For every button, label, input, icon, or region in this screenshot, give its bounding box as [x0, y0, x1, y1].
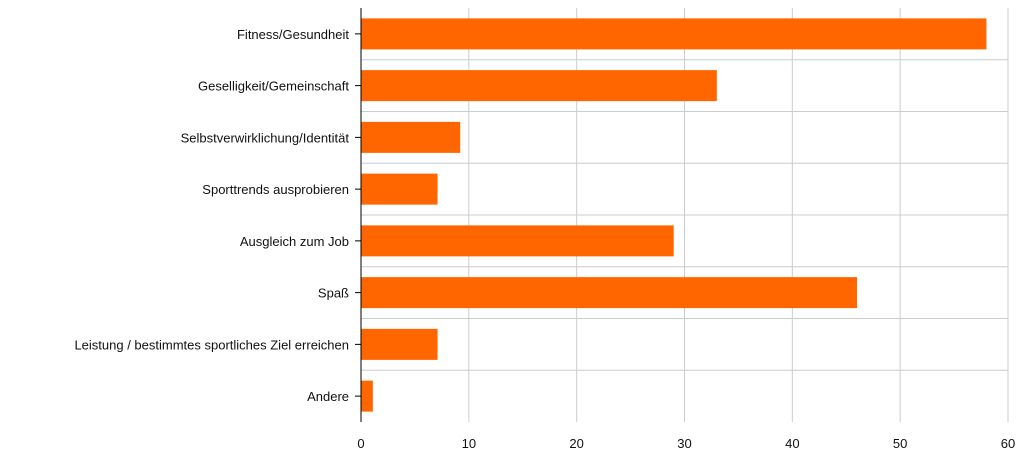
category-label: Spaß: [318, 286, 349, 301]
category-labels: Fitness/Gesundheit Geselligkeit/Gemeinsch…: [74, 27, 349, 404]
axes: [355, 8, 362, 422]
bar: [361, 380, 373, 412]
bar: [361, 121, 461, 153]
grid-lines: [361, 8, 1009, 422]
category-label: Geselligkeit/Gemeinschaft: [198, 79, 349, 94]
bars: [361, 18, 987, 412]
bar: [361, 70, 717, 102]
bar: [361, 328, 438, 360]
x-tick-labels: 0 10 20 30 40 50 60: [357, 436, 1015, 451]
category-label: Andere: [307, 389, 349, 404]
category-label: Leistung / bestimmtes sportliches Ziel e…: [74, 337, 349, 352]
category-label: Selbstverwirklichung/Identität: [181, 130, 350, 145]
category-label: Sporttrends ausprobieren: [202, 182, 349, 197]
category-label: Fitness/Gesundheit: [237, 27, 349, 42]
x-tick-label: 10: [462, 436, 476, 451]
bar: [361, 277, 858, 309]
x-tick-label: 30: [677, 436, 691, 451]
x-tick-label: 50: [893, 436, 907, 451]
bar: [361, 173, 438, 205]
bar: [361, 225, 674, 257]
x-tick-label: 20: [569, 436, 583, 451]
bar: [361, 18, 987, 50]
x-tick-label: 40: [785, 436, 799, 451]
x-tick-label: 0: [357, 436, 364, 451]
category-label: Ausgleich zum Job: [240, 234, 349, 249]
x-tick-label: 60: [1001, 436, 1015, 451]
